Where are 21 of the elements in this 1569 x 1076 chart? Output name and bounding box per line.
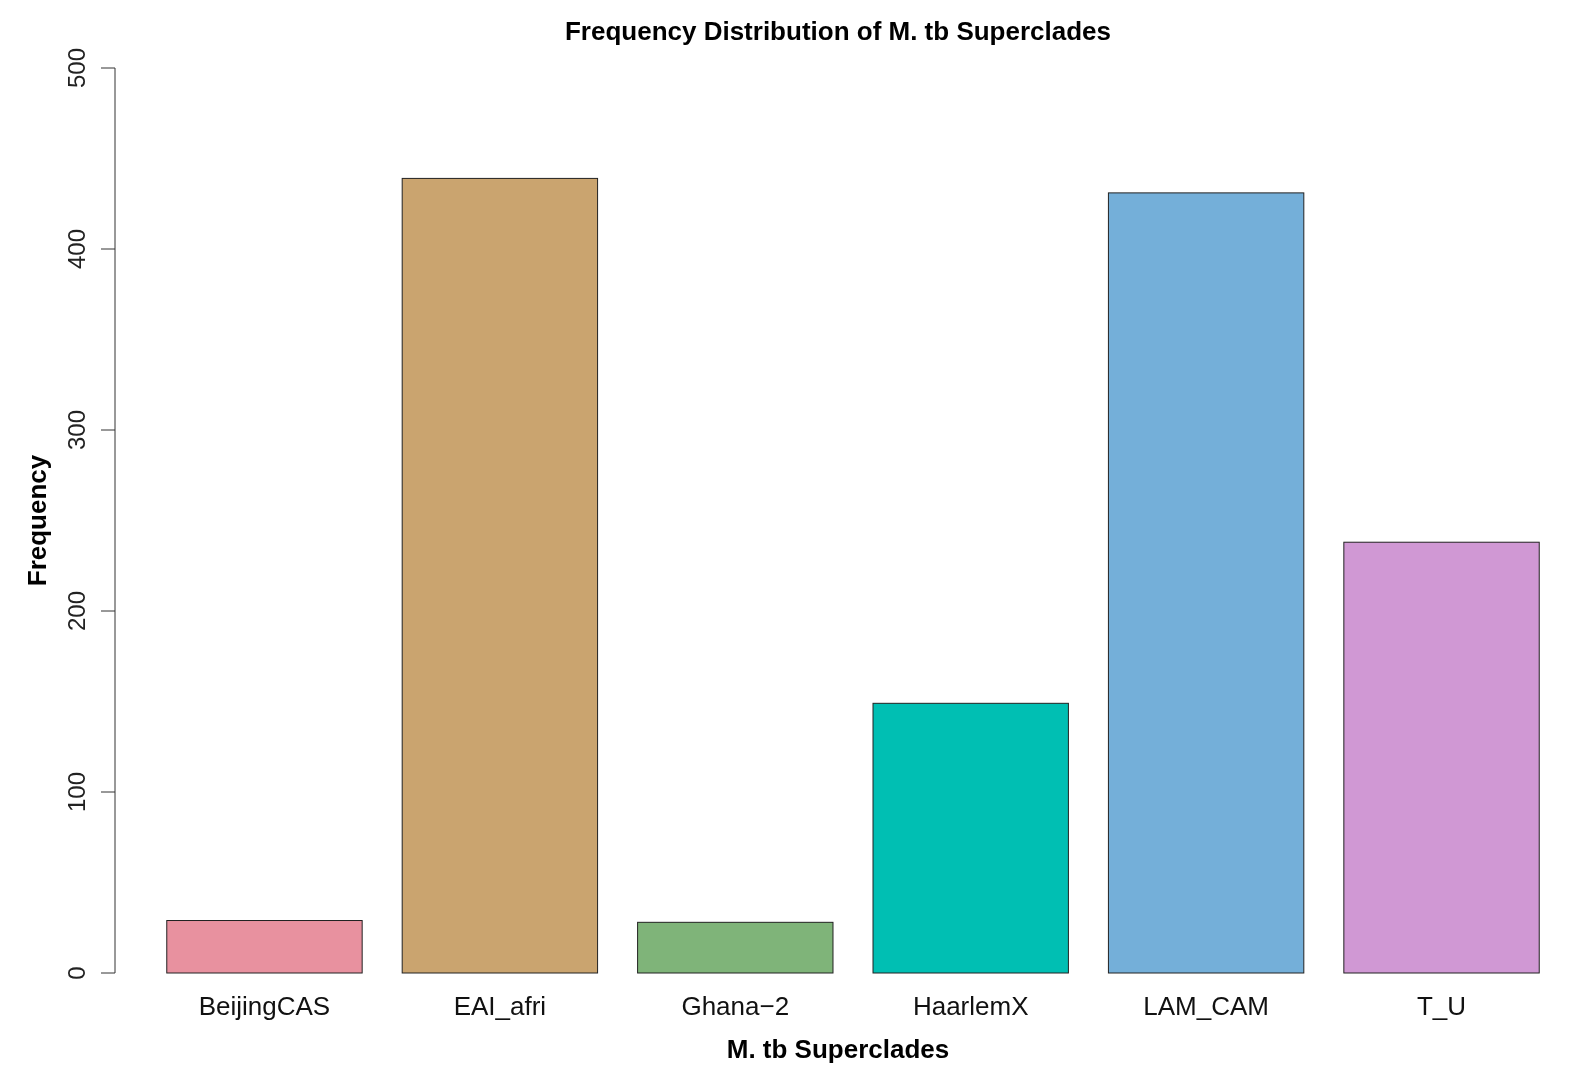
bar bbox=[872, 702, 1069, 974]
bar bbox=[637, 921, 834, 974]
bar bbox=[166, 920, 363, 974]
x-tick-label: Ghana−2 bbox=[681, 991, 790, 1021]
x-tick-label: HaarlemX bbox=[912, 991, 1029, 1021]
bar bbox=[1107, 192, 1305, 974]
bar bbox=[1343, 541, 1540, 974]
x-tick-label: LAM_CAM bbox=[1143, 991, 1269, 1021]
y-tick-label: 400 bbox=[63, 228, 90, 270]
y-tick-label: 100 bbox=[63, 771, 90, 813]
y-tick-label: 500 bbox=[63, 47, 90, 89]
bar bbox=[401, 177, 599, 974]
x-axis-title: M. tb Superclades bbox=[726, 1034, 950, 1064]
y-tick-label: 300 bbox=[63, 409, 90, 451]
x-tick-label: BeijingCAS bbox=[198, 991, 331, 1021]
x-tick-label: EAI_afri bbox=[453, 991, 547, 1021]
x-tick-label: T_U bbox=[1416, 991, 1467, 1021]
chart-title: Frequency Distribution of M. tb Superclades bbox=[564, 16, 1112, 46]
y-axis-title: Frequency bbox=[22, 454, 52, 587]
y-tick-label: 0 bbox=[63, 966, 90, 980]
y-tick-label: 200 bbox=[63, 590, 90, 632]
